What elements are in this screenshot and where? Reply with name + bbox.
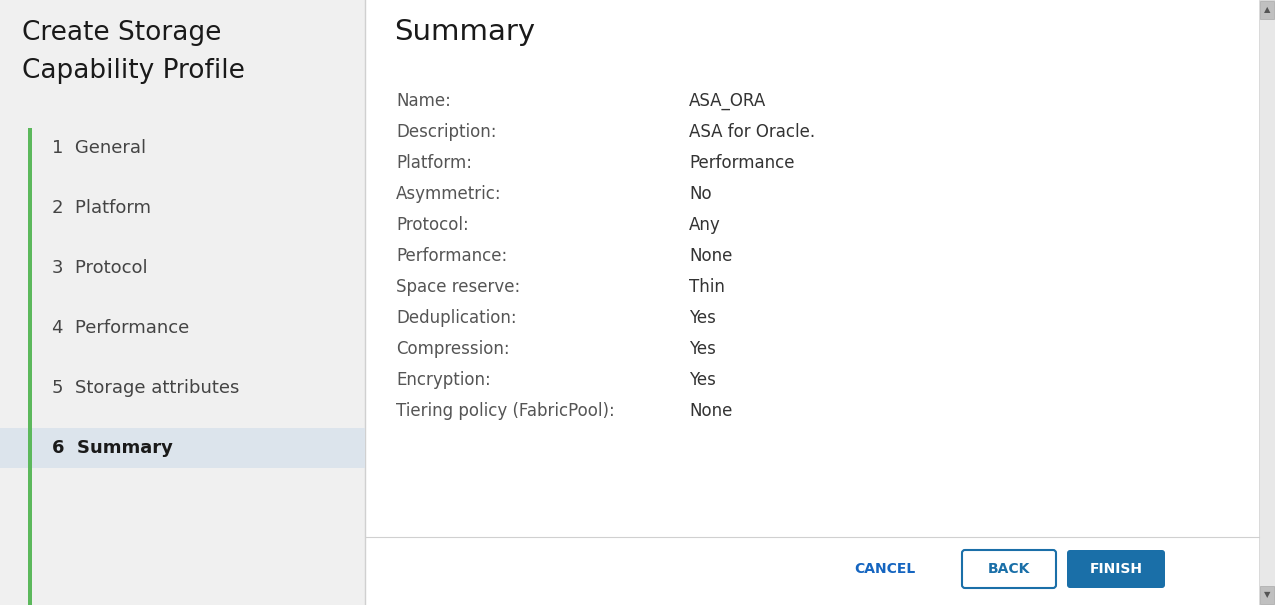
- Bar: [1258, 0, 1275, 605]
- Text: Tiering policy (FabricPool):: Tiering policy (FabricPool):: [397, 402, 615, 420]
- Text: None: None: [688, 402, 732, 420]
- Text: Encryption:: Encryption:: [397, 371, 491, 389]
- Bar: [366, 0, 1275, 605]
- Text: Capability Profile: Capability Profile: [22, 58, 245, 84]
- Text: Performance: Performance: [688, 154, 794, 172]
- Text: Space reserve:: Space reserve:: [397, 278, 520, 296]
- FancyBboxPatch shape: [1067, 550, 1165, 588]
- Text: Yes: Yes: [688, 309, 715, 327]
- Text: 6  Summary: 6 Summary: [52, 439, 173, 457]
- Text: FINISH: FINISH: [1090, 562, 1142, 576]
- Text: 1  General: 1 General: [52, 139, 147, 157]
- Text: Thin: Thin: [688, 278, 725, 296]
- Text: Platform:: Platform:: [397, 154, 472, 172]
- Text: 3  Protocol: 3 Protocol: [52, 259, 148, 277]
- Text: Performance:: Performance:: [397, 247, 507, 265]
- Text: ▲: ▲: [1264, 5, 1270, 15]
- Text: 2  Platform: 2 Platform: [52, 199, 150, 217]
- Text: BACK: BACK: [988, 562, 1030, 576]
- Bar: [0, 0, 365, 605]
- Text: None: None: [688, 247, 732, 265]
- Text: Any: Any: [688, 216, 720, 234]
- Text: Summary: Summary: [394, 18, 536, 46]
- Text: Yes: Yes: [688, 371, 715, 389]
- Text: ASA for Oracle.: ASA for Oracle.: [688, 123, 815, 141]
- Text: CANCEL: CANCEL: [854, 562, 915, 576]
- Bar: [1260, 586, 1274, 604]
- Text: Create Storage: Create Storage: [22, 20, 222, 46]
- Text: Deduplication:: Deduplication:: [397, 309, 516, 327]
- Text: Asymmetric:: Asymmetric:: [397, 185, 501, 203]
- Text: 4  Performance: 4 Performance: [52, 319, 189, 337]
- Text: Protocol:: Protocol:: [397, 216, 469, 234]
- Text: 5  Storage attributes: 5 Storage attributes: [52, 379, 240, 397]
- Text: Compression:: Compression:: [397, 340, 510, 358]
- Text: No: No: [688, 185, 711, 203]
- Text: ▼: ▼: [1264, 590, 1270, 600]
- FancyBboxPatch shape: [963, 550, 1056, 588]
- Bar: [1260, 1, 1274, 19]
- Text: ASA_ORA: ASA_ORA: [688, 92, 766, 110]
- Text: Yes: Yes: [688, 340, 715, 358]
- Text: Description:: Description:: [397, 123, 496, 141]
- Bar: [0, 428, 365, 468]
- Text: Name:: Name:: [397, 92, 451, 110]
- Bar: [28, 128, 32, 605]
